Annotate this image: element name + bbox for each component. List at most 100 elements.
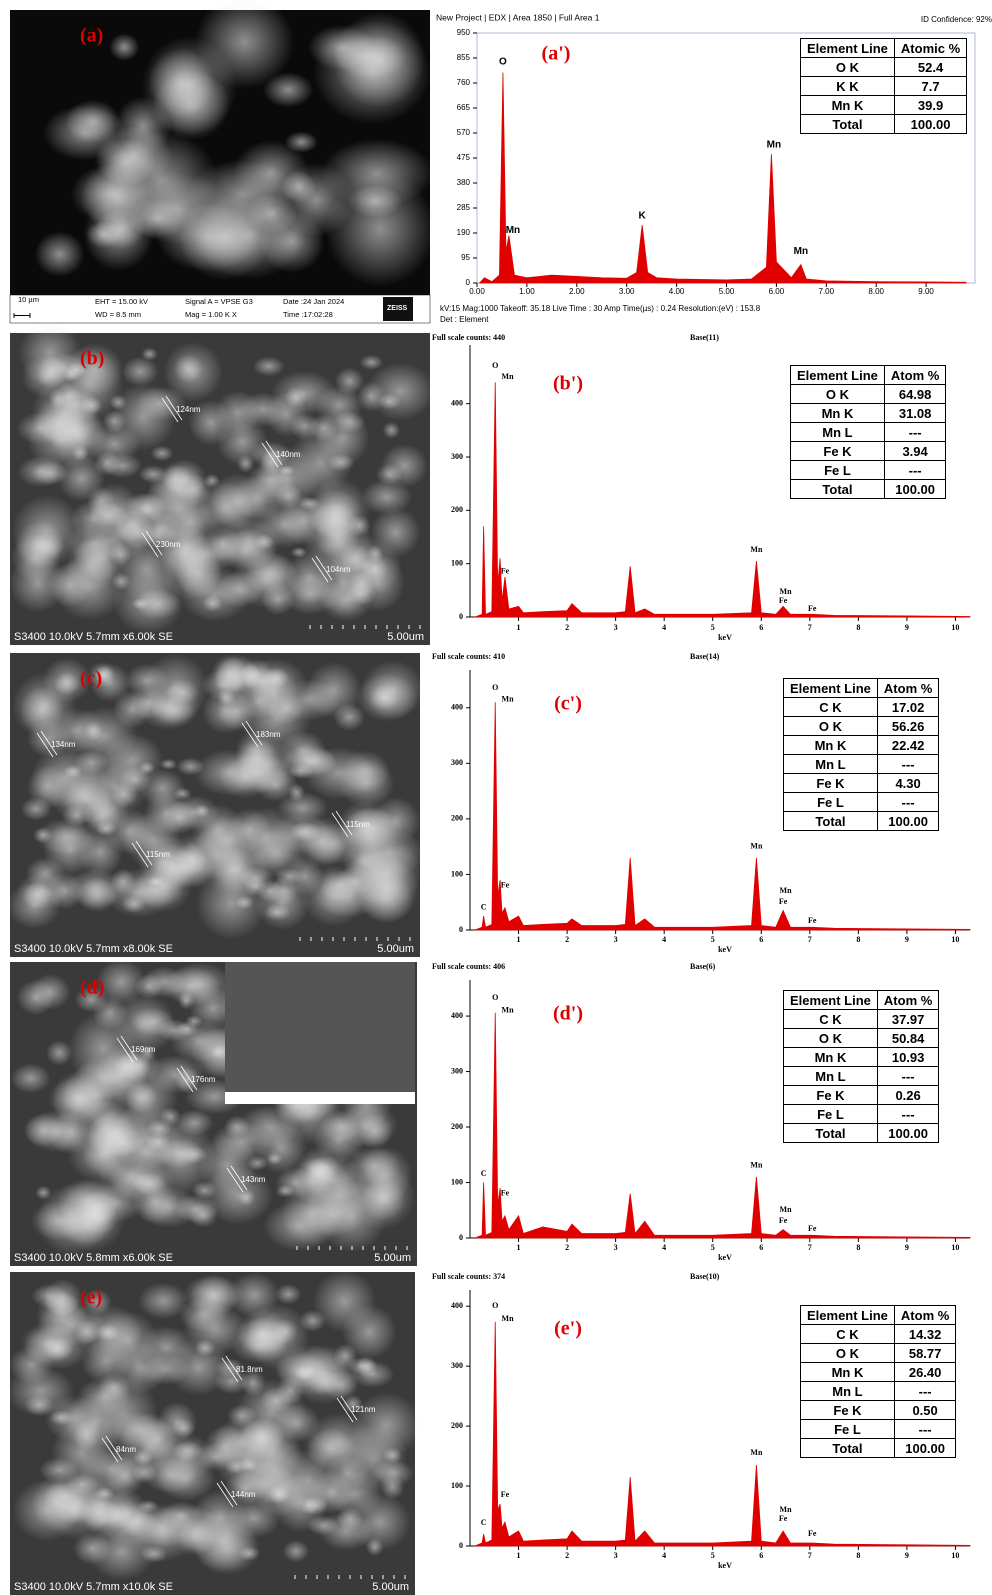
sem-particle [89,663,131,702]
measure-label: 81.8nm [236,1365,263,1374]
sem-particle [174,841,207,877]
sem-particle [252,356,285,377]
y-tick-label: 100 [451,558,463,567]
measure-mark [116,1035,138,1063]
sem-particle [308,414,339,442]
chart-title: Full scale counts: 440 [432,333,505,342]
x-tick-label: 9 [905,623,909,632]
peak-label: Fe [779,1216,788,1225]
table-cell: 39.9 [893,95,968,115]
y-tick-label: 300 [451,1361,463,1370]
table-row: Mn K 22.42 [783,735,940,755]
sem-particle [338,759,395,808]
sem-particle [109,33,140,61]
table-cell: Fe L [783,1104,878,1124]
measure-mark [336,1395,358,1423]
panel-label: (a') [542,43,571,65]
sem-particle [263,72,314,108]
sem-particle [320,138,434,208]
sem-particle [366,362,435,421]
sem-particle [370,507,421,558]
table-cell: Fe K [790,441,885,461]
y-tick-label: 0 [459,925,463,934]
x-tick-label: 9 [905,935,909,944]
sem-particle [73,1420,101,1450]
sem-particle [306,661,362,719]
table-row: O K 64.98 [790,384,947,404]
sem-scale: 5.00um [377,943,414,955]
sem-particle [55,1497,93,1524]
peak-label: Mn [780,886,793,895]
sem-info: S3400 10.0kV 5.8mm x6.00k SE [14,1252,173,1264]
element-table: Element Line Atomic % O K 52.4 K K 7.7 Mn K 39.… [800,38,968,134]
sem-particle [81,1125,133,1179]
y-tick-label: 400 [451,1011,463,1020]
table-cell: O K [783,1028,878,1048]
sem-particle [143,791,189,837]
sem-particle [41,352,87,383]
sem-particle [198,482,253,534]
peak-label: Fe [808,1224,817,1233]
table-cell: --- [876,792,940,812]
sem-particle [104,868,174,918]
peak-label: Fe [808,604,817,613]
sem-particle [226,1497,281,1539]
x-tick-label: 4.00 [669,287,685,296]
y-tick-label: 200 [451,1421,463,1430]
sem-particle [252,501,316,549]
x-tick-label: 9 [905,1243,909,1252]
table-cell: Mn L [783,1066,878,1086]
table-cell: 37.97 [876,1009,940,1029]
x-tick-label: 8 [856,935,860,944]
sem-particle [201,688,252,734]
x-tick-label: 6.00 [769,287,785,296]
table-row: Mn L --- [800,1381,957,1401]
table-cell: C K [783,1009,878,1029]
table-cell: Atom % [883,365,947,385]
table-row: Element Line Atom % [783,678,940,698]
y-tick-label: 200 [451,814,463,823]
sem-particle [159,1107,182,1126]
sem-particle [235,1378,307,1446]
sem-particle [46,1040,73,1066]
sem-particle [271,371,338,416]
measure-mark [261,440,283,468]
x-axis-label: keV [718,1253,732,1262]
table-cell: Mn K [783,735,878,755]
sem-particle [159,758,178,770]
sem-info: S3400 10.0kV 5.7mm x10.0k SE [14,1581,173,1593]
peak-label: Fe [779,897,788,906]
table-cell: O K [783,716,878,736]
sem-particle [112,993,176,1055]
x-tick-label: 7 [808,623,812,632]
y-tick-label: 475 [457,153,471,162]
table-cell: Atom % [893,1305,957,1325]
table-cell: 10.93 [876,1047,940,1067]
y-tick-label: 285 [457,203,471,212]
table-cell: Atomic % [893,38,968,58]
table-cell: K K [800,76,895,96]
x-tick-label: 1 [517,1243,521,1252]
y-tick-label: 950 [457,28,471,37]
panel-label: (e) [80,1287,102,1309]
table-cell: Element Line [800,1305,895,1325]
x-tick-label: 3.00 [619,287,635,296]
sem-particle [357,1113,393,1150]
y-tick-label: 0 [466,278,471,287]
table-row: Total 100.00 [783,811,940,831]
table-row: Fe L --- [783,792,940,812]
measure-label: 124nm [176,405,201,414]
table-row: Mn K 39.9 [800,95,968,115]
sem-particle [172,1440,203,1461]
table-row: Mn K 26.40 [800,1362,957,1382]
sem-particle [238,1545,261,1561]
measure-mark [226,1165,248,1193]
measure-mark [101,1435,123,1463]
chart-title: New Project | EDX | Area 1850 | Full Are… [436,12,600,22]
spectrum [474,702,971,931]
x-tick-label: 9.00 [918,287,934,296]
table-cell: 100.00 [876,1123,940,1143]
sem-particle [191,1489,248,1548]
measure-label: 230nm [156,540,181,549]
y-tick-label: 0 [459,1233,463,1242]
